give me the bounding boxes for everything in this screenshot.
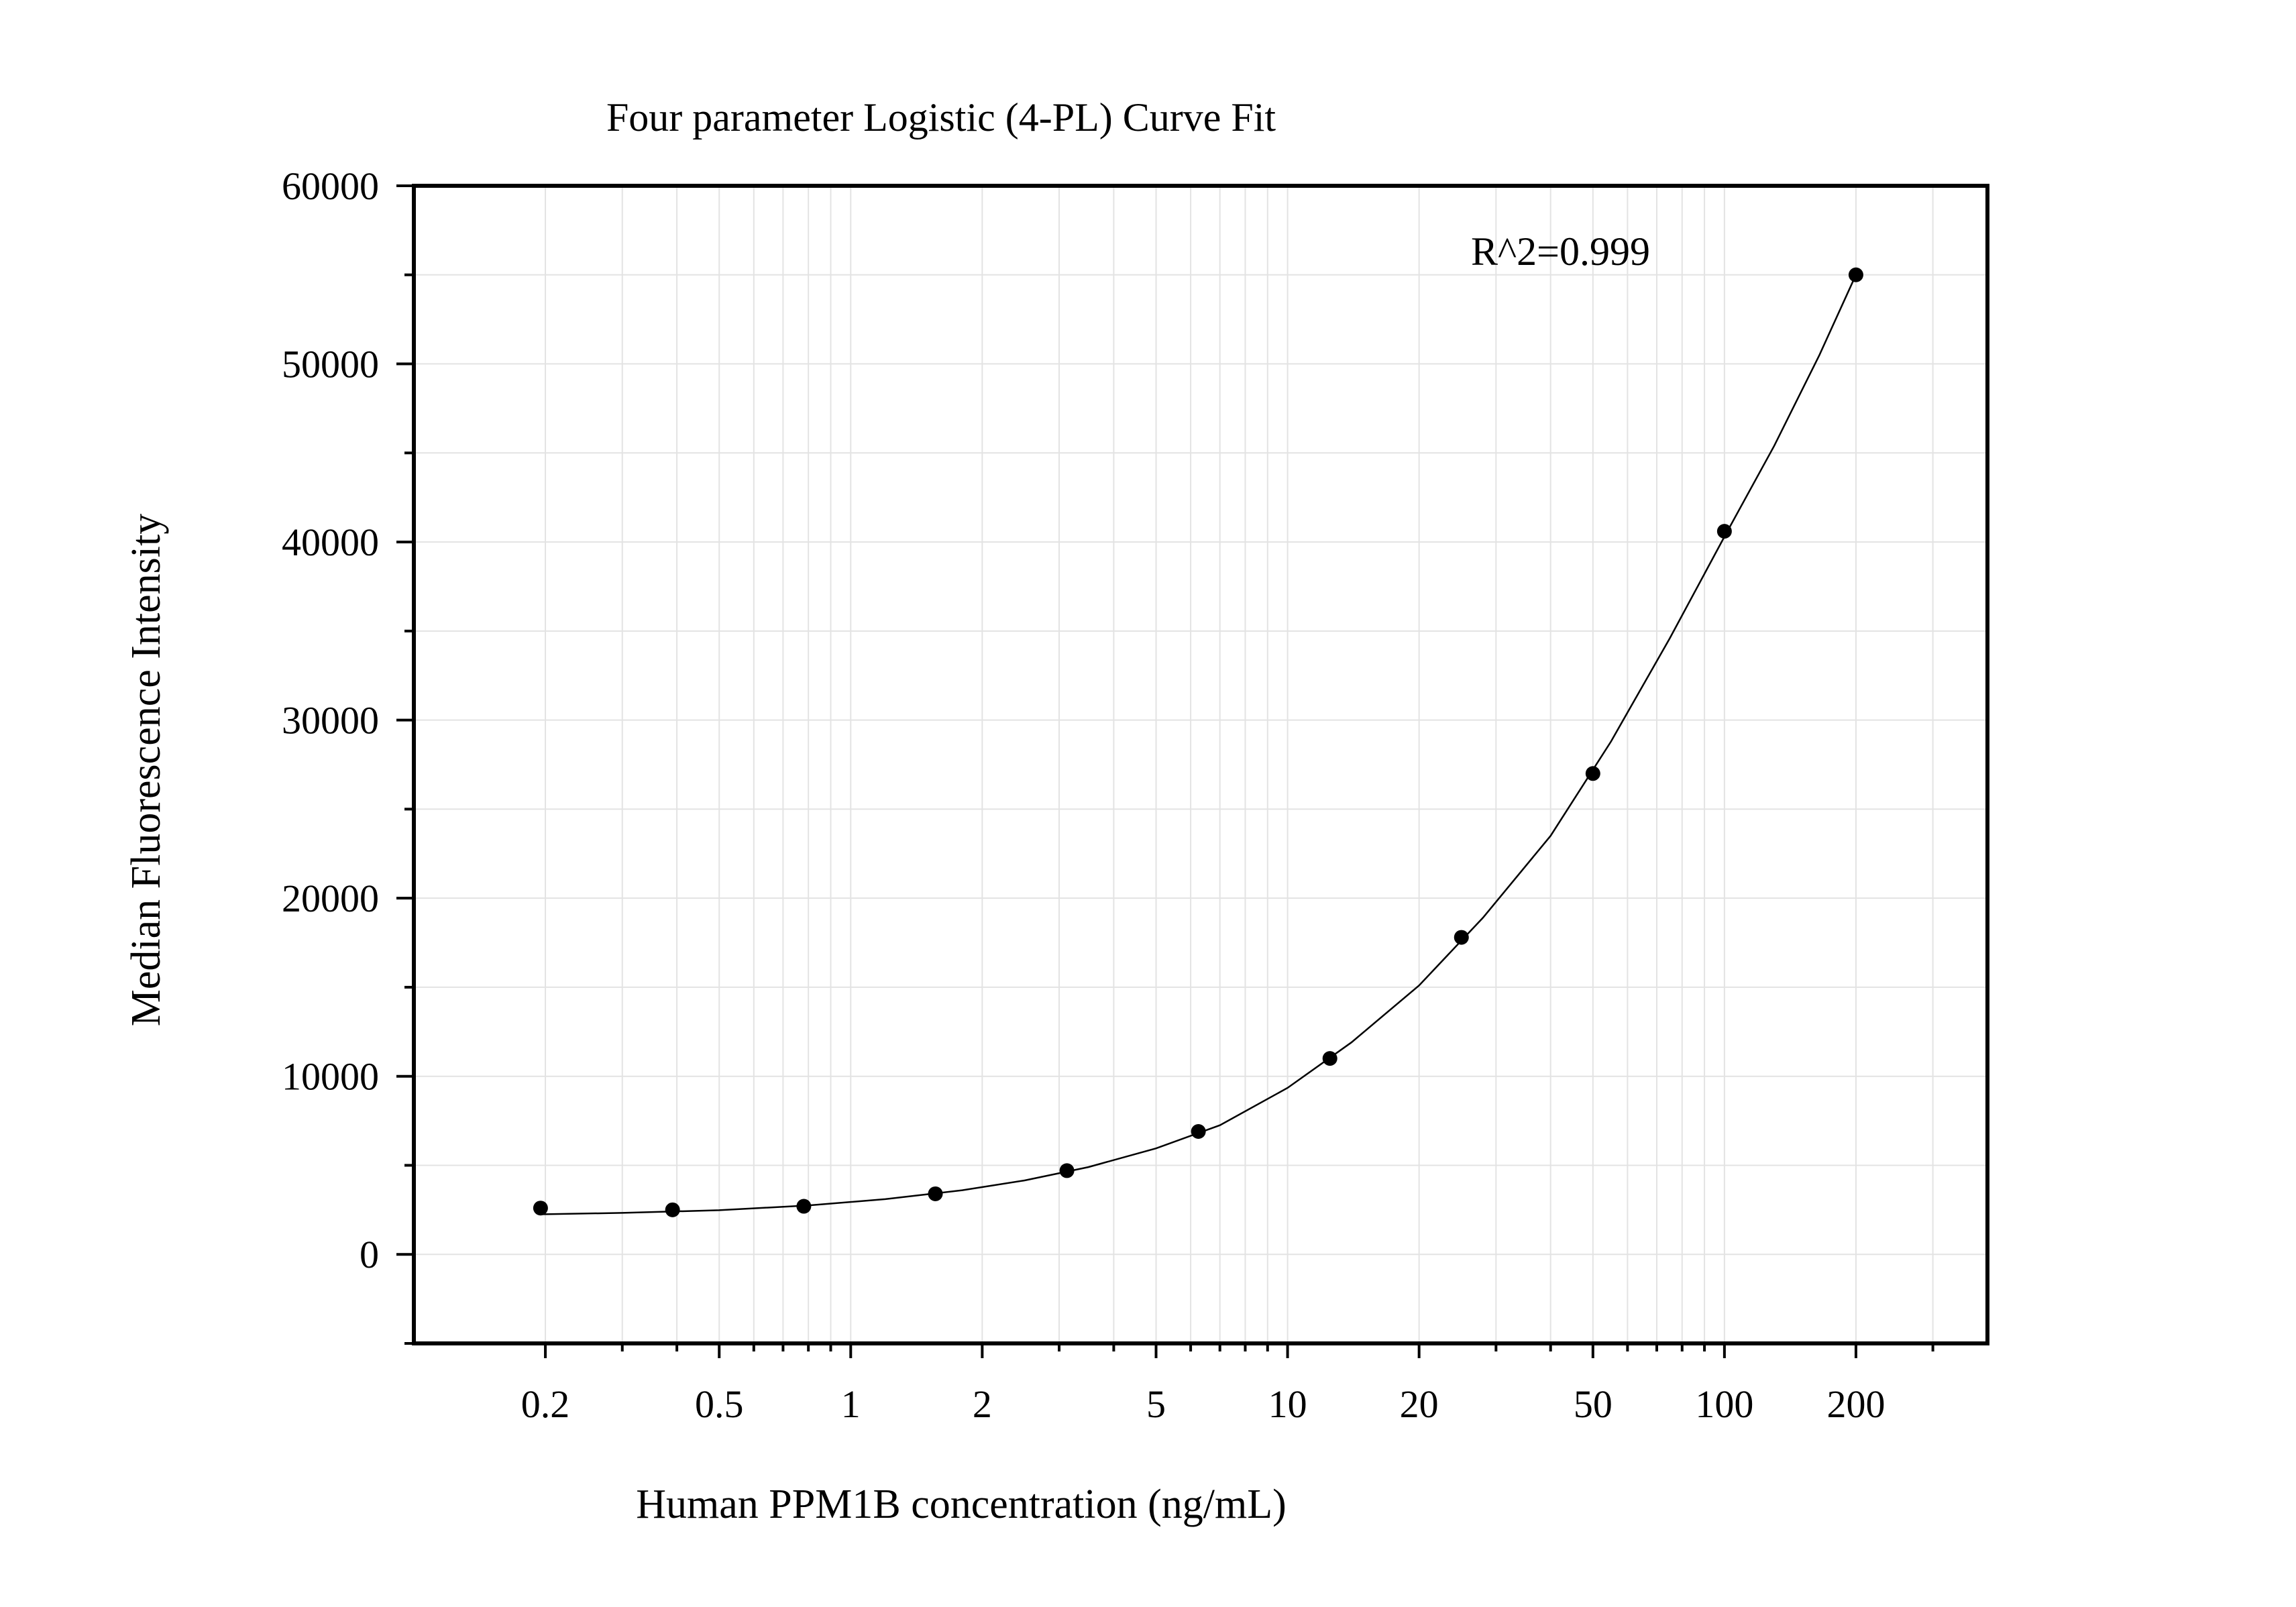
- x-tick-label: 200: [1826, 1382, 1885, 1426]
- data-point: [533, 1201, 548, 1216]
- data-point: [1322, 1051, 1337, 1066]
- data-point: [1848, 267, 1863, 282]
- fit-layer: [540, 274, 1857, 1215]
- data-point: [665, 1202, 680, 1217]
- x-axis-label: Human PPM1B concentration (ng/mL): [636, 1482, 1286, 1527]
- y-tick-label: 0: [360, 1233, 379, 1276]
- data-point: [796, 1199, 812, 1214]
- x-tick-label: 0.5: [695, 1382, 744, 1426]
- fit-curve: [540, 274, 1857, 1215]
- y-tick-label: 50000: [282, 343, 379, 386]
- labels-layer: Four parameter Logistic (4-PL) Curve Fit…: [123, 95, 1650, 1527]
- data-point: [1454, 930, 1469, 945]
- x-tick-label: 100: [1695, 1382, 1753, 1426]
- x-tick-label: 1: [841, 1382, 861, 1426]
- r-squared-annotation: R^2=0.999: [1471, 229, 1650, 274]
- data-point: [1059, 1163, 1075, 1178]
- axes-layer: 0.2 0.5 1 2 5 10 20 50 100 200 0 10000 20000 30000 400…: [282, 164, 1989, 1426]
- x-tick-label: 20: [1400, 1382, 1439, 1426]
- y-axis-label: Median Fluorescence Intensity: [123, 514, 169, 1026]
- x-tick-label: 0.2: [521, 1382, 570, 1426]
- data-point: [1585, 766, 1600, 781]
- x-tick-label: 2: [973, 1382, 992, 1426]
- y-tick-label: 60000: [282, 164, 379, 208]
- x-tick-label: 50: [1574, 1382, 1612, 1426]
- y-tick-label: 40000: [282, 520, 379, 564]
- data-point: [928, 1186, 943, 1201]
- points-layer: [533, 267, 1863, 1217]
- grid-layer: [414, 186, 1987, 1343]
- data-point: [1191, 1124, 1206, 1140]
- data-point: [1716, 524, 1732, 539]
- chart-title: Four parameter Logistic (4-PL) Curve Fit: [606, 95, 1276, 140]
- y-tick-label: 20000: [282, 877, 379, 920]
- x-tick-label: 5: [1146, 1382, 1166, 1426]
- y-tick-label: 30000: [282, 699, 379, 742]
- y-tick-label: 10000: [282, 1055, 379, 1099]
- x-tick-label: 10: [1268, 1382, 1307, 1426]
- plot-frame: [412, 184, 1989, 1345]
